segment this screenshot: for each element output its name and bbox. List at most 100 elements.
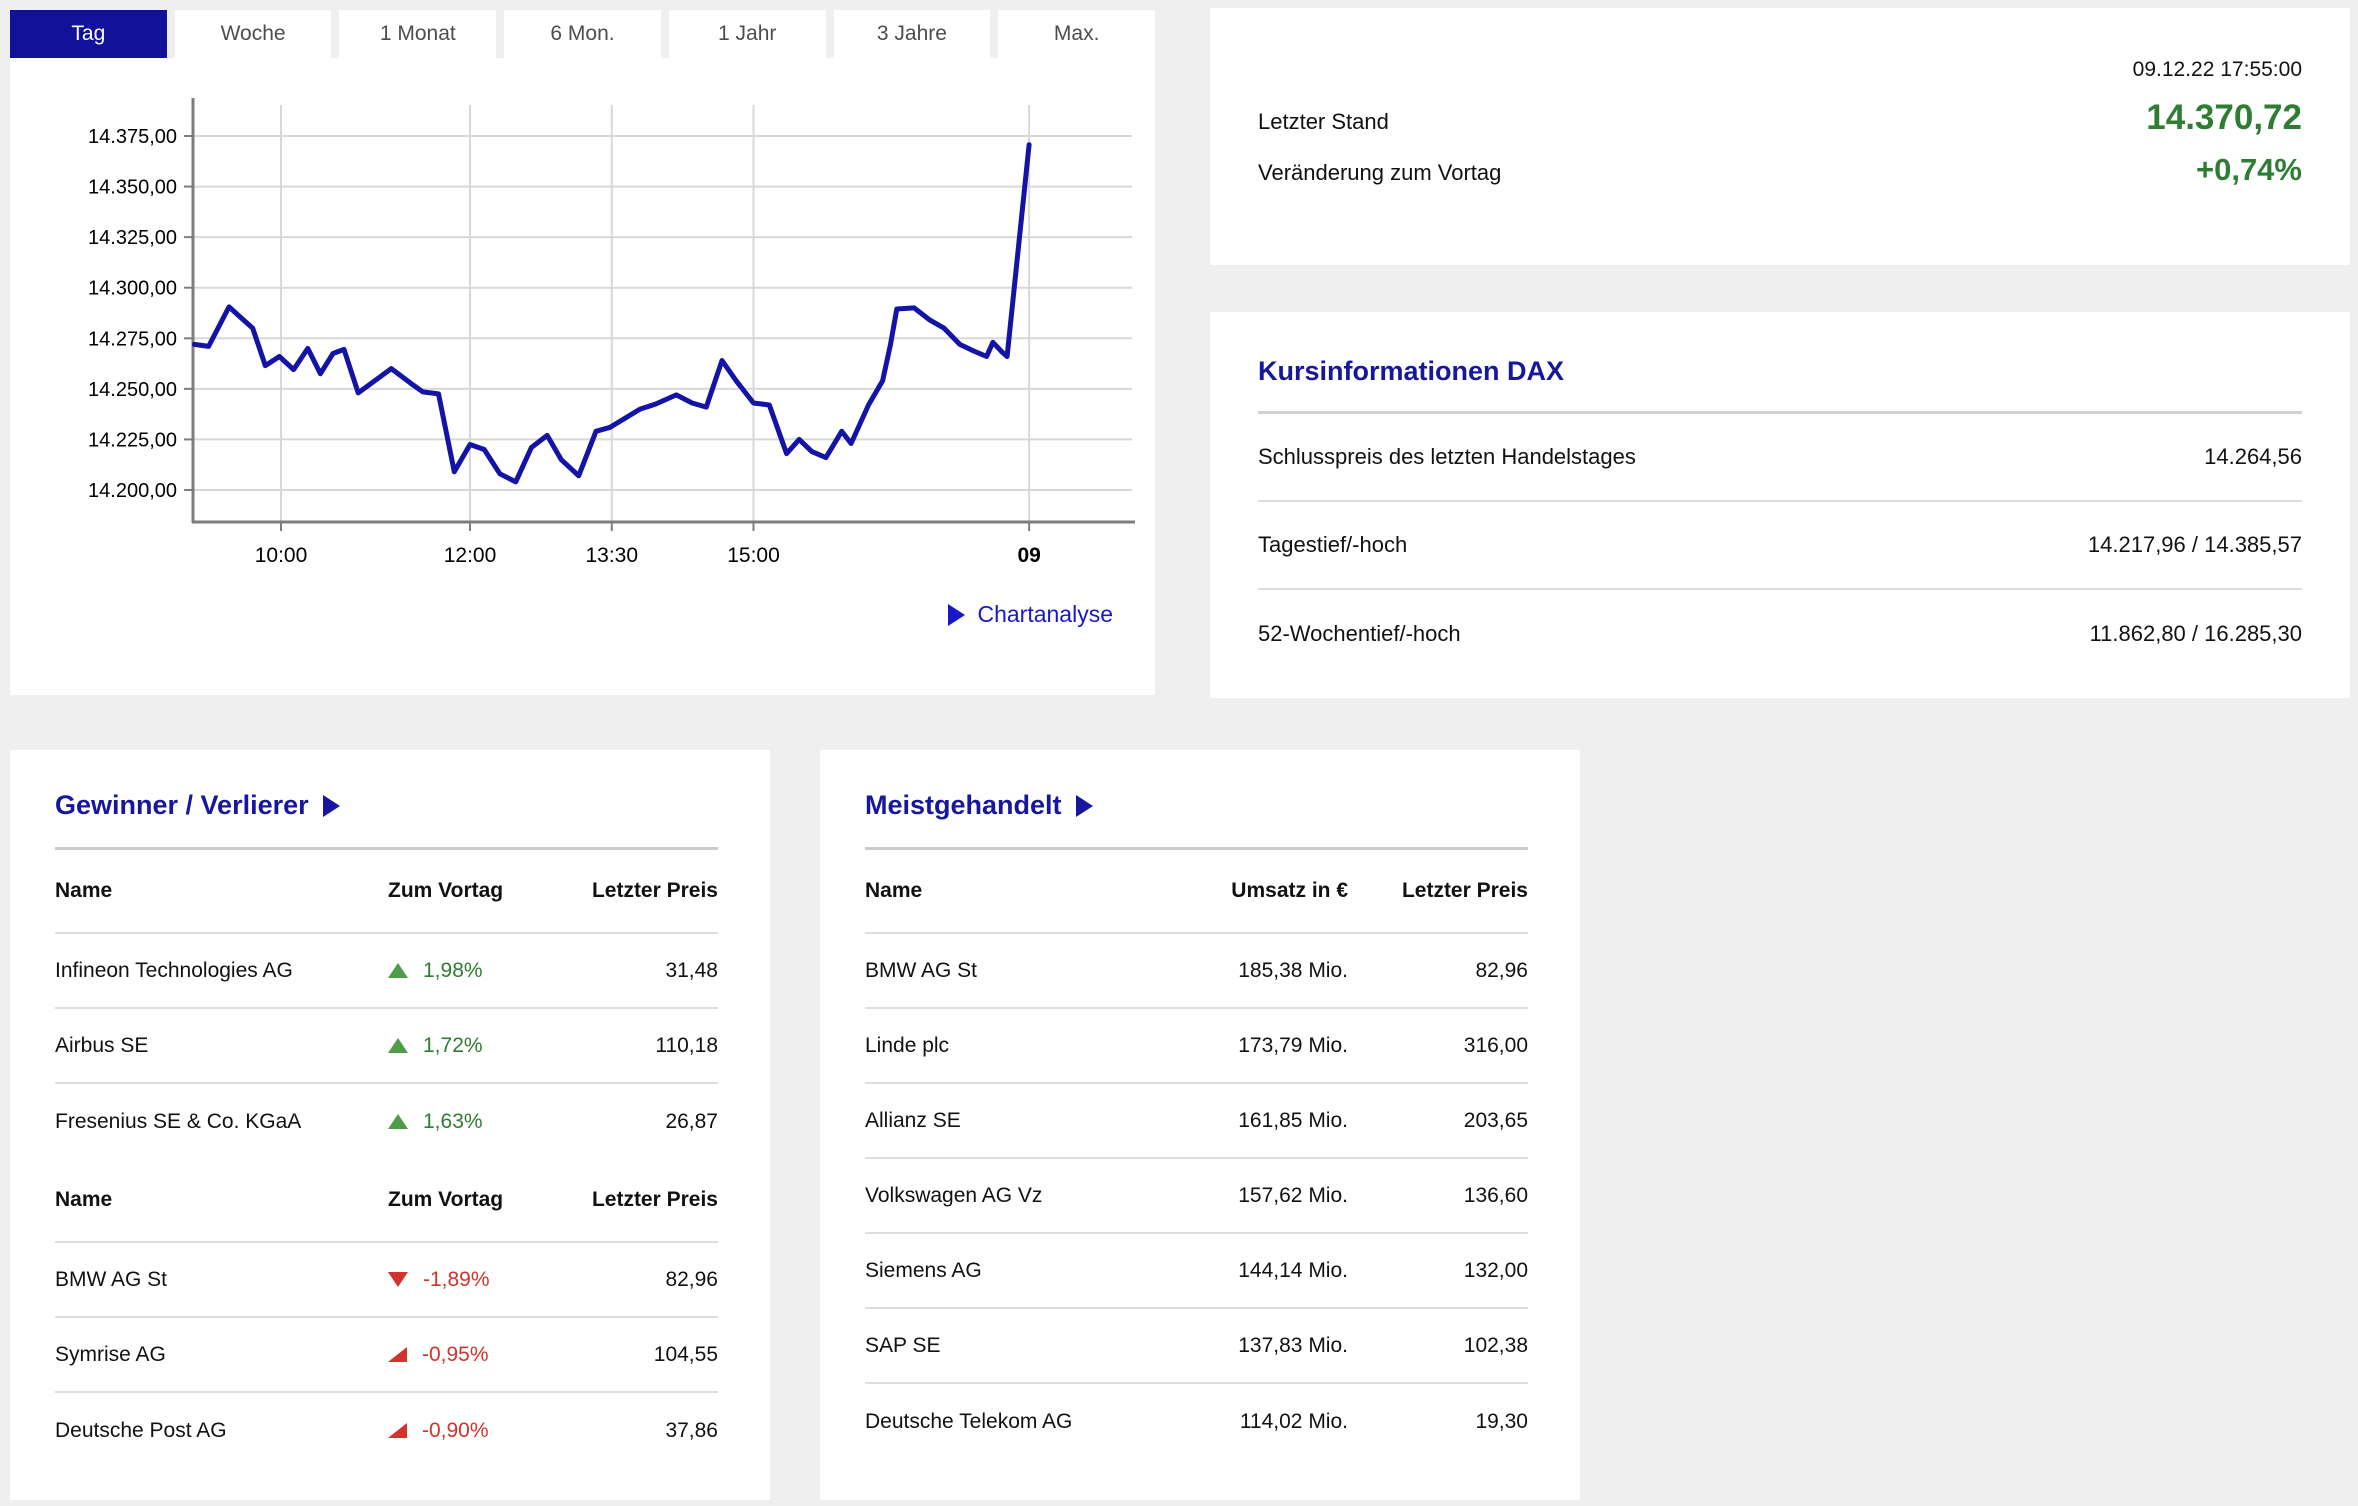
stock-name[interactable]: Allianz SE <box>865 1108 961 1132</box>
header-name: Name <box>55 879 113 902</box>
umsatz-value: 173,79 Mio. <box>1238 1033 1348 1057</box>
quote-card: 09.12.22 17:55:00 Letzter Stand 14.370,7… <box>1210 8 2350 265</box>
stock-name[interactable]: Fresenius SE & Co. KGaA <box>55 1109 302 1133</box>
stock-name[interactable]: Linde plc <box>865 1033 950 1057</box>
change-value: +0,74% <box>2195 152 2302 187</box>
stock-name[interactable]: BMW AG St <box>865 958 978 982</box>
chart-period-tabbar: Tag Woche 1 Monat 6 Mon. 1 Jahr 3 Jahre … <box>10 10 1156 58</box>
svg-text:13:30: 13:30 <box>585 544 638 567</box>
stock-name[interactable]: Airbus SE <box>55 1033 149 1057</box>
table-row-linde[interactable]: Linde plc 173,79 Mio. 316,00 <box>865 1009 1528 1084</box>
header-name: Name <box>55 1188 113 1211</box>
tab-6-monate[interactable]: 6 Mon. <box>504 10 661 58</box>
stock-name[interactable]: Siemens AG <box>865 1258 982 1282</box>
last-price: 136,60 <box>1463 1183 1528 1207</box>
table-row-deutsche-post[interactable]: Deutsche Post AG -0,90% 37,86 <box>55 1393 718 1468</box>
table-row-deutsche-telekom[interactable]: Deutsche Telekom AG 114,02 Mio. 19,30 <box>865 1384 1528 1459</box>
last-price: 82,96 <box>665 1267 718 1291</box>
last-price: 19,30 <box>1475 1409 1528 1433</box>
row-value: 14.264,56 <box>2204 444 2302 469</box>
change-percent: -0,90% <box>422 1418 489 1442</box>
table-row-infineon[interactable]: Infineon Technologies AG 1,98% 31,48 <box>55 934 718 1009</box>
last-price: 316,00 <box>1463 1033 1528 1057</box>
svg-text:09: 09 <box>1017 544 1040 567</box>
table-row-allianz[interactable]: Allianz SE 161,85 Mio. 203,65 <box>865 1084 1528 1159</box>
tab-max[interactable]: Max. <box>998 10 1156 58</box>
gewinner-verlierer-title[interactable]: Gewinner / Verlierer <box>55 790 718 821</box>
svg-text:14.200,00: 14.200,00 <box>88 480 177 502</box>
meistgehandelt-header-row: Name Umsatz in € Letzter Preis <box>865 850 1528 934</box>
tab-tag[interactable]: Tag <box>10 10 167 58</box>
table-row-siemens[interactable]: Siemens AG 144,14 Mio. 132,00 <box>865 1234 1528 1309</box>
last-price: 110,18 <box>655 1033 718 1057</box>
tab-1-monat[interactable]: 1 Monat <box>339 10 497 58</box>
umsatz-value: 157,62 Mio. <box>1238 1183 1348 1207</box>
kursinfo-title-label: Kursinformationen DAX <box>1258 356 1565 386</box>
down-right-triangle-icon <box>388 1423 407 1438</box>
stock-name[interactable]: Volkswagen AG Vz <box>865 1183 1043 1207</box>
svg-text:14.350,00: 14.350,00 <box>88 177 177 199</box>
last-price: 37,86 <box>665 1418 718 1442</box>
meistgehandelt-card: Meistgehandelt Name Umsatz in € Letzter … <box>820 750 1580 1500</box>
last-price: 102,38 <box>1463 1333 1528 1357</box>
table-row-bmw[interactable]: BMW AG St 185,38 Mio. 82,96 <box>865 934 1528 1009</box>
arrow-right-icon <box>948 603 966 626</box>
stock-name[interactable]: Symrise AG <box>55 1342 166 1366</box>
table-row-airbus[interactable]: Airbus SE 1,72% 110,18 <box>55 1009 718 1084</box>
stock-name[interactable]: SAP SE <box>865 1333 941 1357</box>
header-zum-vortag: Zum Vortag <box>388 879 504 902</box>
arrow-right-icon <box>1075 794 1093 817</box>
stock-name[interactable]: Deutsche Telekom AG <box>865 1409 1073 1433</box>
divider <box>1258 411 2302 414</box>
header-letzter-preis: Letzter Preis <box>1401 879 1528 902</box>
meistgehandelt-title[interactable]: Meistgehandelt <box>865 790 1528 821</box>
table-row-fresenius[interactable]: Fresenius SE & Co. KGaA 1,63% 26,87 <box>55 1084 718 1159</box>
last-price: 82,96 <box>1475 958 1528 982</box>
change-percent: 1,98% <box>423 958 483 982</box>
meistgehandelt-title-label: Meistgehandelt <box>865 790 1062 820</box>
tab-3-jahre[interactable]: 3 Jahre <box>833 10 991 58</box>
change-row: Veränderung zum Vortag +0,74% <box>1258 152 2302 188</box>
change-label: Veränderung zum Vortag <box>1258 160 1502 185</box>
down-right-triangle-icon <box>388 1347 407 1362</box>
stock-name[interactable]: BMW AG St <box>55 1267 168 1291</box>
change-percent: -1,89% <box>423 1267 490 1291</box>
row-label: Schlusspreis des letzten Handelstages <box>1258 444 1636 469</box>
up-triangle-icon <box>388 1038 408 1053</box>
change-percent: -0,95% <box>422 1342 489 1366</box>
umsatz-value: 161,85 Mio. <box>1238 1108 1348 1132</box>
umsatz-value: 114,02 Mio. <box>1239 1409 1348 1433</box>
last-price-label: Letzter Stand <box>1258 109 1389 134</box>
stock-name[interactable]: Deutsche Post AG <box>55 1418 227 1442</box>
last-price: 104,55 <box>653 1342 718 1366</box>
kursinfo-row-tagestief-hoch: Tagestief/-hoch 14.217,96 / 14.385,57 <box>1258 502 2302 590</box>
row-value: 11.862,80 / 16.285,30 <box>2089 621 2302 646</box>
arrow-right-icon <box>322 794 340 817</box>
tab-woche[interactable]: Woche <box>174 10 332 58</box>
table-row-volkswagen[interactable]: Volkswagen AG Vz 157,62 Mio. 136,60 <box>865 1159 1528 1234</box>
svg-text:14.375,00: 14.375,00 <box>88 126 177 148</box>
svg-text:14.325,00: 14.325,00 <box>88 227 177 249</box>
last-price: 203,65 <box>1463 1108 1528 1132</box>
up-triangle-icon <box>388 963 408 978</box>
table-row-symrise[interactable]: Symrise AG -0,95% 104,55 <box>55 1318 718 1393</box>
table-row-sap[interactable]: SAP SE 137,83 Mio. 102,38 <box>865 1309 1528 1384</box>
divider <box>865 847 1528 850</box>
stock-name[interactable]: Infineon Technologies AG <box>55 958 293 982</box>
umsatz-value: 185,38 Mio. <box>1238 958 1348 982</box>
dax-intraday-chart: 10:00 12:00 13:30 15:00 09 14.200,00 14.225,00… <box>88 98 1135 567</box>
chartanalyse-link[interactable]: Chartanalyse <box>948 601 1113 628</box>
svg-text:15:00: 15:00 <box>727 544 780 567</box>
change-percent: 1,63% <box>423 1109 483 1133</box>
gewinner-verlierer-title-label: Gewinner / Verlierer <box>55 790 309 820</box>
last-price: 26,87 <box>665 1109 718 1133</box>
header-letzter-preis: Letzter Preis <box>591 879 718 902</box>
gewinner-verlierer-card: Gewinner / Verlierer Name Zum Vortag Let… <box>10 750 770 1500</box>
down-triangle-icon <box>388 1272 408 1287</box>
kursinfo-row-schlusspreis: Schlusspreis des letzten Handelstages 14… <box>1258 414 2302 502</box>
tab-1-jahr[interactable]: 1 Jahr <box>668 10 826 58</box>
last-price-row: Letzter Stand 14.370,72 <box>1258 98 2302 138</box>
table-row-bmw[interactable]: BMW AG St -1,89% 82,96 <box>55 1243 718 1318</box>
intraday-chart-card: 10:00 12:00 13:30 15:00 09 14.200,00 14.225,00… <box>10 58 1155 695</box>
